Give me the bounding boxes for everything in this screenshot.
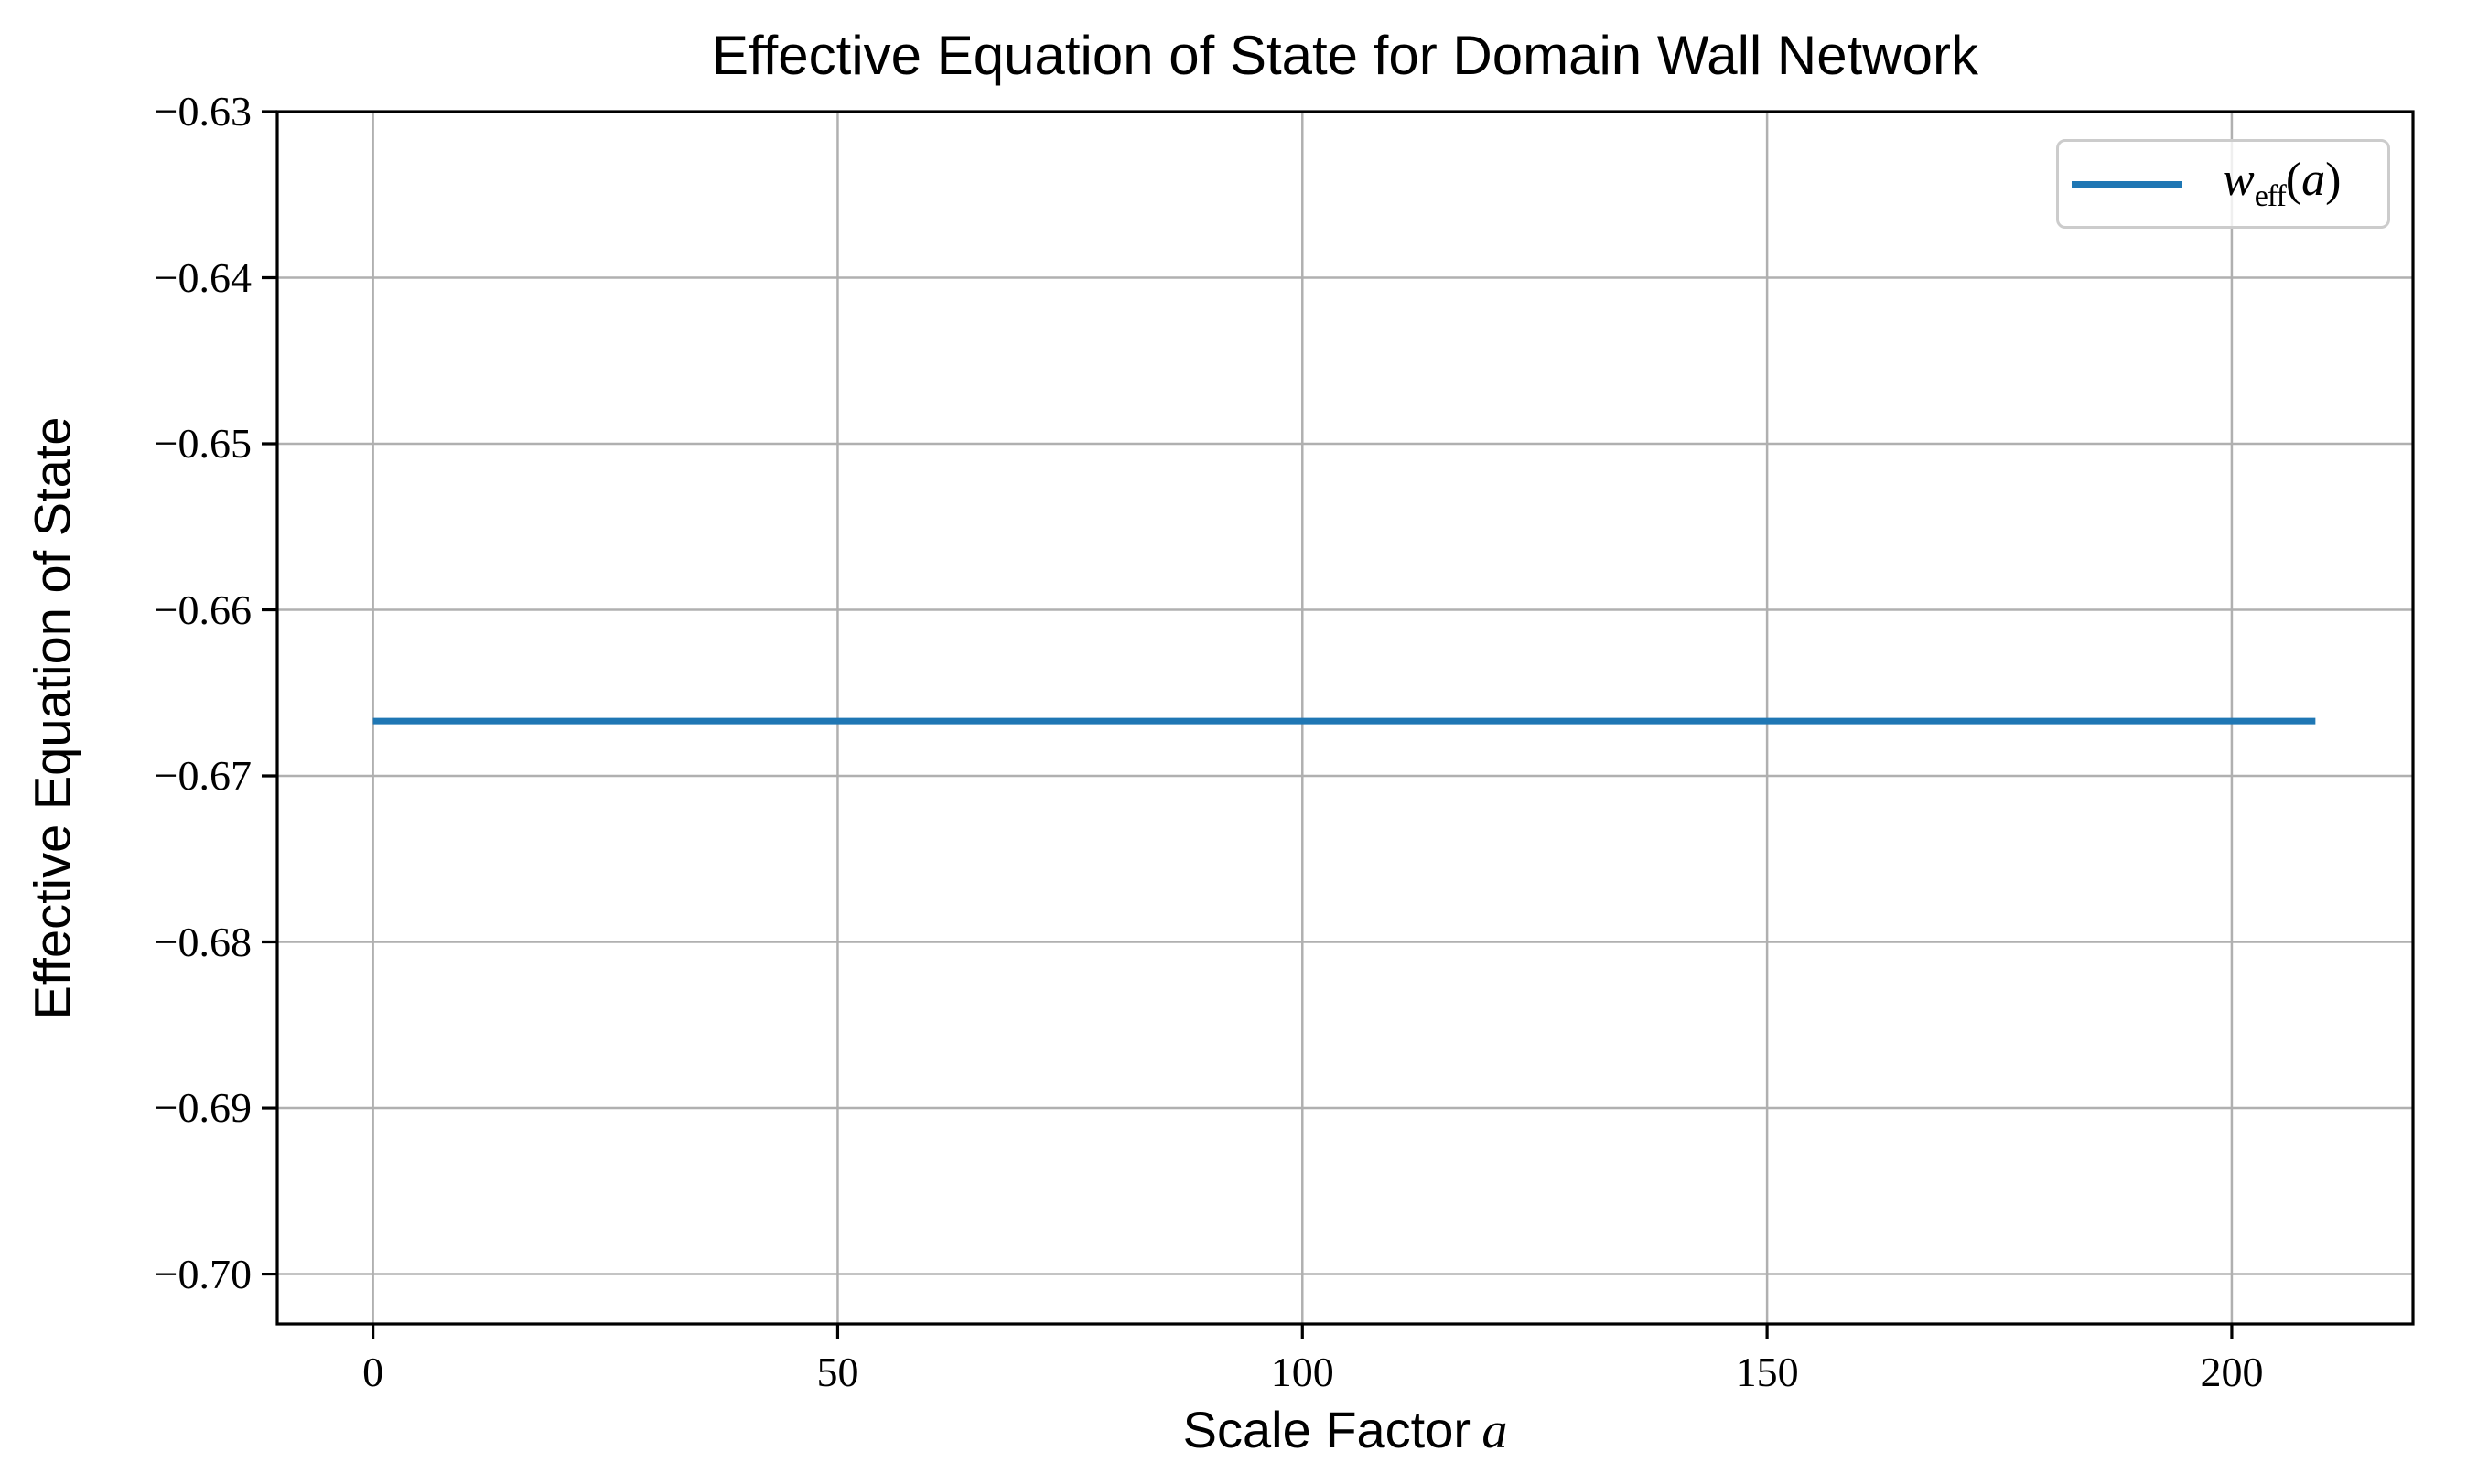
y-tick-label: −0.70: [154, 1250, 252, 1297]
x-tick-label: 100: [1270, 1349, 1334, 1395]
x-axis-label-var: a: [1481, 1403, 1508, 1459]
y-tick-label: −0.69: [154, 1084, 252, 1132]
y-tick-label: −0.68: [154, 918, 252, 965]
legend-label-var: a: [2301, 153, 2326, 206]
y-tick-label: −0.65: [154, 420, 252, 467]
x-axis-label-text: Scale Factor: [1182, 1401, 1471, 1458]
y-axis-label: Effective Equation of State: [23, 416, 81, 1020]
chart-title: Effective Equation of State for Domain W…: [712, 25, 1978, 86]
legend-label-sub: eff: [2254, 178, 2287, 213]
x-axis-label: Scale Factor a: [1183, 1400, 1508, 1460]
y-tick-label: −0.63: [154, 88, 252, 134]
x-tick-label: 50: [816, 1349, 859, 1395]
legend-label-close-paren: ): [2325, 153, 2342, 206]
legend-label-w: w: [2223, 153, 2255, 206]
legend-label: weff(a): [2223, 156, 2341, 212]
legend: weff(a): [2056, 139, 2390, 229]
y-tick-label: −0.64: [154, 253, 252, 301]
y-tick-label: −0.66: [154, 586, 252, 633]
legend-line-sample: [2072, 180, 2182, 188]
y-tick-label: −0.67: [154, 752, 252, 800]
x-tick-label: 150: [1735, 1349, 1799, 1395]
axes-spines: [275, 110, 2415, 1326]
x-tick-label: 200: [2200, 1349, 2264, 1395]
x-tick-label: 0: [362, 1349, 384, 1395]
legend-label-open-paren: (: [2285, 153, 2302, 206]
